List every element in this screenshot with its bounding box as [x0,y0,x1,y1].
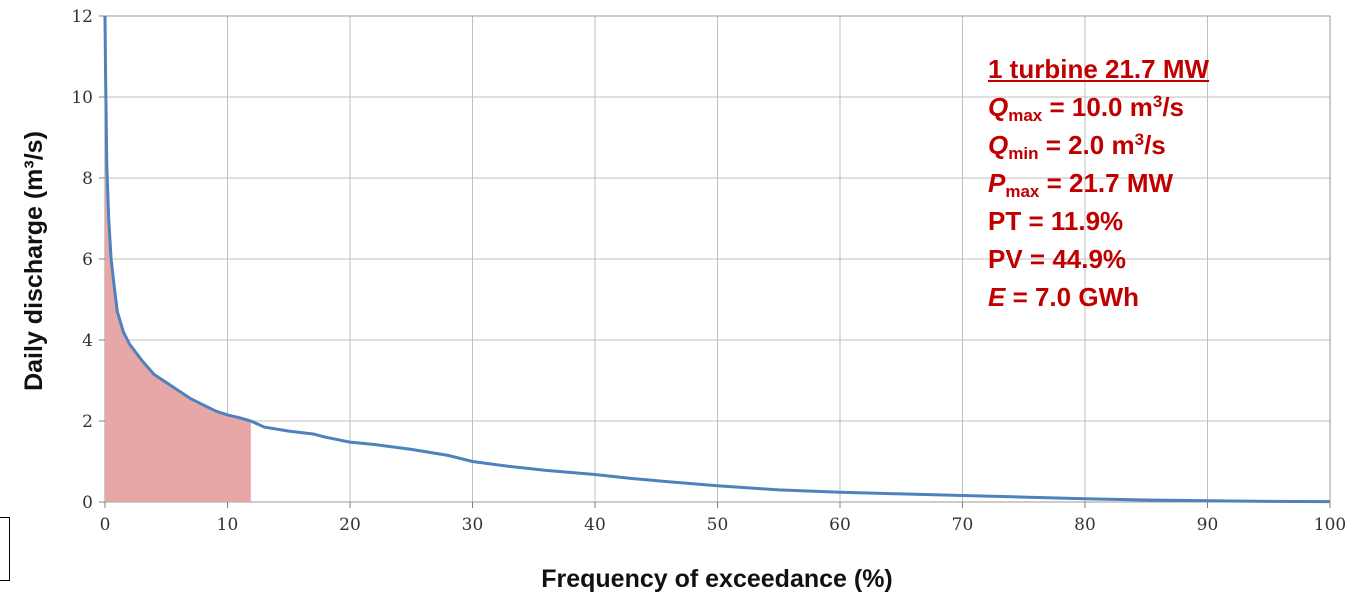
y-axis-title: Daily discharge (m³/s) [20,131,48,391]
annotation-pmax: Pmax = 21.7 MW [988,168,1174,201]
annotation-qmax: Qmax = 10.0 m3/s [988,92,1184,125]
y-tick-label: 8 [82,169,93,189]
y-tick-label: 6 [82,250,93,270]
series-line-discharge [103,15,1331,504]
annotation-energy: E = 7.0 GWh [988,282,1139,312]
x-tick-label: 0 [100,515,111,535]
annotation-qmin: Qmin = 2.0 m3/s [988,130,1166,163]
x-tick-label: 40 [584,515,606,535]
x-tick-label: 20 [339,515,361,535]
x-tick-label: 70 [952,515,974,535]
y-tick-label: 0 [82,493,93,513]
y-tick-label: 2 [82,412,93,432]
y-tick-label: 12 [71,7,93,27]
axis-ticks: 0 10 20 30 40 50 60 70 80 90 100 0 2 4 6 8 10 12 [71,7,1346,535]
x-tick-label: 30 [462,515,484,535]
shaded-energy-area [105,97,251,502]
frame-edge [0,517,10,581]
x-tick-label: 10 [217,515,239,535]
y-tick-label: 4 [82,331,93,351]
turbine-annotation: 1 turbine 21.7 MW Qmax = 10.0 m3/s Qmin … [988,50,1209,316]
x-tick-label: 100 [1314,515,1346,535]
x-axis-title: Frequency of exceedance (%) [541,565,893,593]
x-tick-label: 90 [1197,515,1219,535]
annotation-pt: PT = 11.9% [988,206,1124,236]
x-tick-label: 50 [707,515,729,535]
annotation-pv: PV = 44.9% [988,244,1127,274]
y-tick-label: 10 [71,88,93,108]
annotation-title: 1 turbine 21.7 MW [988,54,1210,84]
x-tick-label: 80 [1074,515,1096,535]
x-tick-label: 60 [829,515,851,535]
